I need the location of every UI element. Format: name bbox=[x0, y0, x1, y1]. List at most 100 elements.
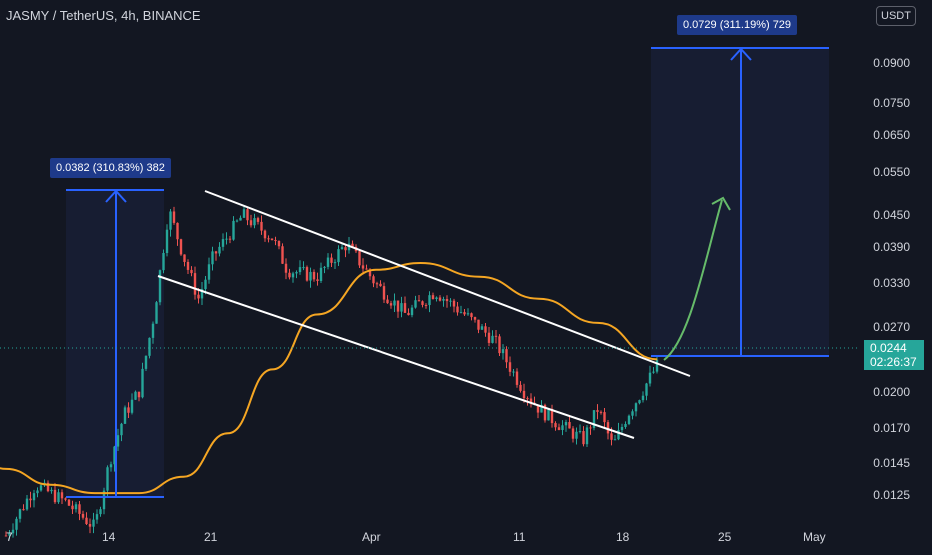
candle-body bbox=[148, 337, 151, 356]
candle-body bbox=[473, 317, 477, 320]
candle-body bbox=[582, 431, 585, 445]
candle-body bbox=[512, 371, 515, 373]
candle-body bbox=[442, 298, 445, 301]
currency-button[interactable]: USDT bbox=[876, 6, 916, 26]
candle-body bbox=[85, 517, 88, 525]
price-tick: 0.0650 bbox=[873, 128, 910, 142]
measure-left-arrowhead bbox=[105, 189, 127, 203]
candle-body bbox=[92, 519, 95, 527]
date-tick: 7 bbox=[6, 530, 13, 544]
candle-body bbox=[64, 498, 67, 500]
candle-body bbox=[67, 499, 71, 506]
candle-body bbox=[4, 535, 8, 537]
candle-body bbox=[389, 303, 393, 306]
candle-body bbox=[365, 268, 368, 270]
candle-body bbox=[368, 269, 372, 277]
candle-body bbox=[589, 427, 592, 429]
price-tick: 0.0170 bbox=[873, 421, 910, 435]
last-price-badge: 0.0244 02:26:37 bbox=[864, 340, 924, 370]
candle-body bbox=[431, 295, 435, 300]
candle-body bbox=[127, 407, 130, 413]
candle-body bbox=[536, 404, 540, 413]
candle-body bbox=[109, 464, 113, 468]
candle-body bbox=[197, 294, 200, 299]
candle-body bbox=[375, 283, 379, 285]
price-tick: 0.0750 bbox=[873, 96, 910, 110]
measure-label-left: 0.0382 (310.83%) 382 bbox=[50, 158, 171, 178]
candle-body bbox=[130, 399, 134, 413]
price-tick: 0.0900 bbox=[873, 56, 910, 70]
channel-upper-line[interactable] bbox=[204, 190, 691, 377]
candle-body bbox=[487, 332, 491, 343]
candle-body bbox=[155, 302, 158, 324]
candle-body bbox=[207, 264, 211, 280]
candle-body bbox=[340, 247, 344, 250]
candle-body bbox=[337, 249, 340, 263]
candle-body bbox=[631, 411, 634, 416]
candle-body bbox=[585, 427, 589, 445]
candle-body bbox=[592, 410, 596, 428]
candle-body bbox=[305, 267, 309, 281]
candle-body bbox=[452, 300, 456, 307]
candle-body bbox=[53, 489, 57, 503]
candle-body bbox=[480, 326, 484, 330]
candle-body bbox=[151, 323, 155, 338]
candle-body bbox=[648, 372, 652, 384]
candle-body bbox=[606, 422, 610, 434]
channel-lower-line[interactable] bbox=[157, 275, 635, 439]
candle-body bbox=[379, 283, 382, 287]
candle-body bbox=[578, 431, 582, 433]
candle-body bbox=[298, 267, 302, 273]
candle-body bbox=[372, 276, 375, 284]
candle-body bbox=[624, 423, 627, 427]
candle-body bbox=[428, 295, 431, 306]
candle-body bbox=[557, 427, 561, 430]
candle-body bbox=[501, 349, 505, 354]
candle-body bbox=[491, 335, 494, 343]
date-tick: May bbox=[803, 530, 826, 544]
last-price-countdown: 02:26:37 bbox=[870, 355, 917, 369]
candle-body bbox=[295, 272, 298, 274]
candle-body bbox=[358, 251, 361, 266]
candle-body bbox=[88, 524, 92, 527]
candle-body bbox=[351, 243, 354, 247]
candle-body bbox=[599, 411, 603, 413]
candle-body bbox=[211, 251, 214, 265]
projection-arrowhead bbox=[711, 196, 731, 211]
candle-body bbox=[396, 300, 400, 312]
candle-body bbox=[25, 498, 29, 510]
candle-body bbox=[29, 498, 32, 501]
candle-body bbox=[319, 267, 323, 281]
candle-body bbox=[176, 222, 179, 240]
candle-body bbox=[179, 239, 183, 255]
candle-body bbox=[526, 398, 529, 400]
date-tick: 14 bbox=[102, 530, 116, 544]
candle-body bbox=[620, 426, 624, 431]
candle-body bbox=[326, 257, 330, 267]
candle-body bbox=[393, 300, 396, 306]
candle-body bbox=[477, 319, 480, 330]
candle-body bbox=[218, 246, 221, 254]
candle-body bbox=[445, 298, 449, 302]
candle-body bbox=[410, 307, 414, 316]
candle-body bbox=[267, 238, 270, 240]
candle-body bbox=[137, 391, 141, 398]
candle-body bbox=[78, 504, 81, 514]
candle-body bbox=[438, 297, 442, 301]
candle-body bbox=[540, 404, 543, 413]
candle-body bbox=[39, 485, 43, 491]
candle-body bbox=[575, 431, 578, 439]
candle-body bbox=[333, 262, 337, 264]
projection-arrow bbox=[663, 199, 723, 361]
candle-body bbox=[253, 218, 256, 226]
candle-body bbox=[158, 270, 162, 303]
candle-body bbox=[554, 423, 557, 428]
candle-body bbox=[214, 251, 218, 254]
candle-body bbox=[564, 422, 568, 426]
candle-body bbox=[610, 433, 613, 440]
candle-body bbox=[645, 383, 648, 396]
candle-body bbox=[291, 273, 295, 278]
candle-body bbox=[421, 301, 424, 305]
